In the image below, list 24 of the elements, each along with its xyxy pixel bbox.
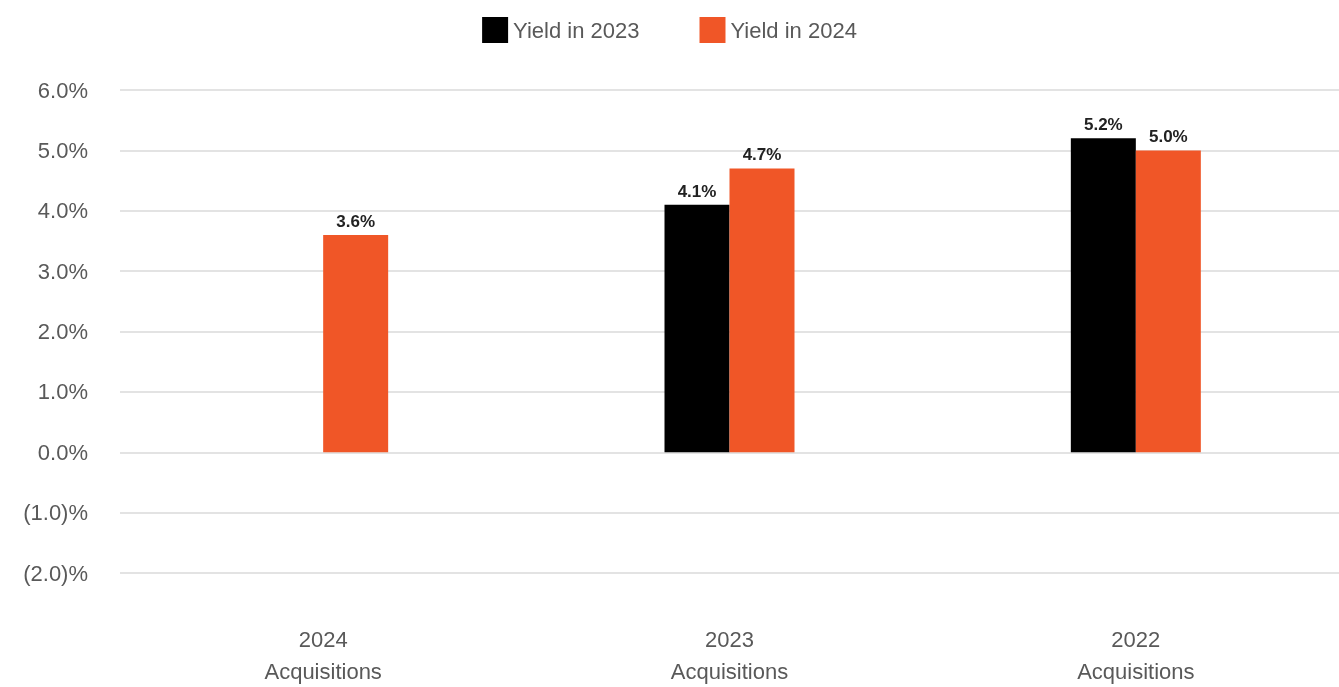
data-label: 5.2%: [1083, 115, 1123, 135]
y-tick-label: 1.0%: [37, 379, 88, 405]
bar: [664, 204, 730, 453]
legend-label: Yield in 2023: [513, 17, 640, 43]
y-tick-label: 3.0%: [37, 258, 88, 284]
bar: [323, 234, 389, 453]
bar: [1070, 138, 1136, 453]
data-label: 4.7%: [742, 145, 782, 165]
legend-label: Yield in 2024: [730, 17, 857, 43]
y-tick-label: 0.0%: [37, 439, 88, 465]
x-tick-label: 2023 Acquisitions: [670, 626, 789, 684]
x-tick-label: 2024 Acquisitions: [264, 626, 382, 684]
y-tick-label: 2.0%: [37, 319, 88, 344]
bar: [1135, 150, 1201, 453]
y-tick-label: (1.0)%: [23, 500, 88, 526]
data-label: 3.6%: [336, 211, 376, 231]
y-tick-label: 4.0%: [37, 198, 88, 224]
y-tick-label: 6.0%: [37, 77, 88, 103]
x-tick-label: 2022 Acquisitions: [1077, 626, 1195, 684]
data-label: 4.1%: [677, 181, 717, 201]
data-label: 5.0%: [1148, 127, 1188, 147]
y-tick-label: 5.0%: [37, 137, 88, 163]
y-tick-label: (2.0)%: [23, 560, 88, 586]
bar: [729, 168, 795, 453]
